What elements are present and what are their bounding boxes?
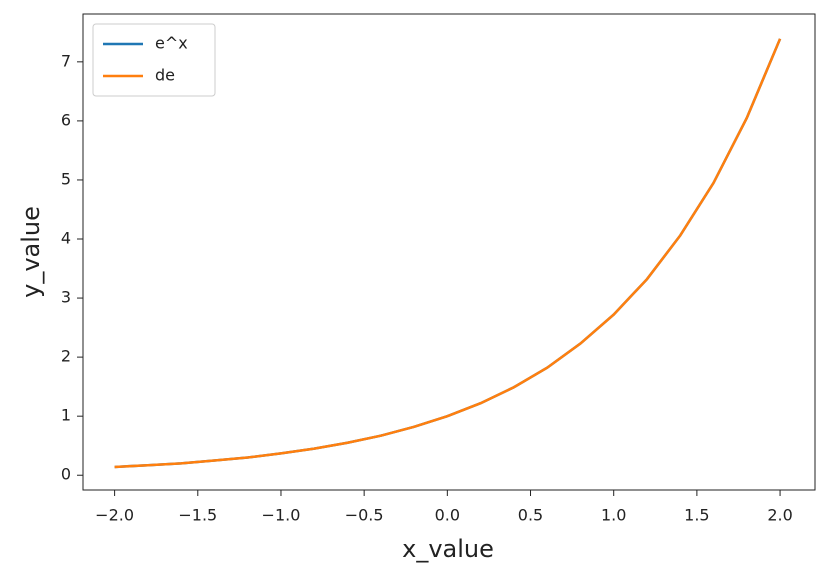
legend-box <box>92 23 216 97</box>
line <box>114 38 782 469</box>
x-tick-label: 1.5 <box>684 506 709 525</box>
x-tick-label: −2.0 <box>95 506 134 525</box>
x-tick-label: 0.5 <box>518 506 543 525</box>
x-tick-label: 2.0 <box>767 506 792 525</box>
y-tick-label: 2 <box>61 347 71 366</box>
x-tick-label: 1.0 <box>601 506 626 525</box>
x-tick-label: −1.0 <box>262 506 301 525</box>
y-tick-label: 5 <box>61 169 71 188</box>
y-axis-label: y_value <box>17 206 45 298</box>
x-tick-label: −1.5 <box>178 506 217 525</box>
y-tick-label: 0 <box>61 465 71 484</box>
x-tick-label: −0.5 <box>345 506 384 525</box>
legend-label: e^x <box>155 34 188 53</box>
legend: e^x de <box>92 23 216 97</box>
x-axis-label: x_value <box>402 535 494 563</box>
y-tick-label: 3 <box>61 288 71 307</box>
line <box>114 38 782 469</box>
y-tick-label: 1 <box>61 406 71 425</box>
axes-frame <box>82 13 816 491</box>
y-tick-label: 6 <box>61 110 71 129</box>
legend-label: de <box>155 66 175 85</box>
x-tick-label: 0.0 <box>435 506 460 525</box>
y-tick-label: 4 <box>61 229 71 248</box>
y-tick-label: 7 <box>61 51 71 70</box>
